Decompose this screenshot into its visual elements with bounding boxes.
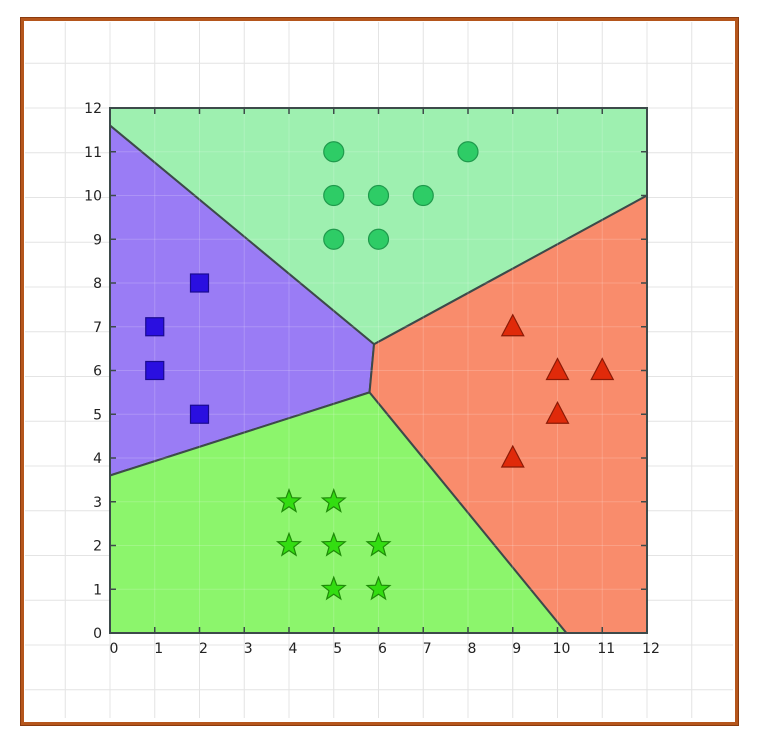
square-marker <box>189 273 210 293</box>
star-marker <box>320 488 347 513</box>
star-marker <box>365 531 392 557</box>
y-tick-label: 7 <box>93 320 102 336</box>
x-tick-label: 7 <box>423 641 432 657</box>
triangle-marker <box>545 400 570 424</box>
y-tick-label: 3 <box>93 495 102 511</box>
y-tick-label: 11 <box>84 145 102 161</box>
x-tick-label: 11 <box>597 641 615 657</box>
x-tick-label: 3 <box>244 641 253 657</box>
circle-marker <box>323 228 345 250</box>
x-tick-label: 9 <box>512 641 521 657</box>
x-tick-label: 1 <box>154 641 163 657</box>
circle-marker <box>367 228 390 250</box>
y-tick-label: 6 <box>93 364 102 380</box>
triangle-marker <box>545 357 570 381</box>
x-tick-label: 8 <box>468 641 477 657</box>
x-tick-label: 5 <box>333 641 342 657</box>
region-layer <box>109 107 648 634</box>
triangle-marker <box>500 444 525 468</box>
square-marker <box>145 360 165 381</box>
x-tick-label: 2 <box>199 641 208 657</box>
star-marker <box>320 575 347 601</box>
y-tick-label: 1 <box>93 582 102 598</box>
star-marker <box>320 531 347 557</box>
circle-marker <box>367 184 390 207</box>
triangle-marker <box>590 357 615 381</box>
square-marker <box>189 404 210 424</box>
circle-marker <box>412 184 434 207</box>
x-tick-label: 6 <box>378 641 387 657</box>
square-marker <box>145 317 165 337</box>
x-tick-label: 12 <box>642 641 660 657</box>
marker-layer <box>145 141 615 601</box>
circle-marker <box>323 141 345 163</box>
y-tick-label: 5 <box>93 407 102 423</box>
star-marker <box>275 488 303 513</box>
y-tick-label: 4 <box>93 451 102 467</box>
y-tick-label: 12 <box>84 101 102 117</box>
circle-marker <box>323 184 345 207</box>
triangle-marker <box>500 313 525 337</box>
x-tick-label: 10 <box>553 641 571 657</box>
x-tick-label: 0 <box>110 641 119 657</box>
y-tick-label: 10 <box>84 189 102 205</box>
y-tick-label: 2 <box>93 539 102 555</box>
star-marker <box>365 575 392 601</box>
y-tick-label: 0 <box>93 626 102 642</box>
circle-marker <box>457 141 479 163</box>
star-marker <box>275 531 303 557</box>
y-tick-label: 8 <box>93 276 102 292</box>
y-tick-label: 9 <box>93 232 102 248</box>
x-tick-label: 4 <box>289 641 298 657</box>
